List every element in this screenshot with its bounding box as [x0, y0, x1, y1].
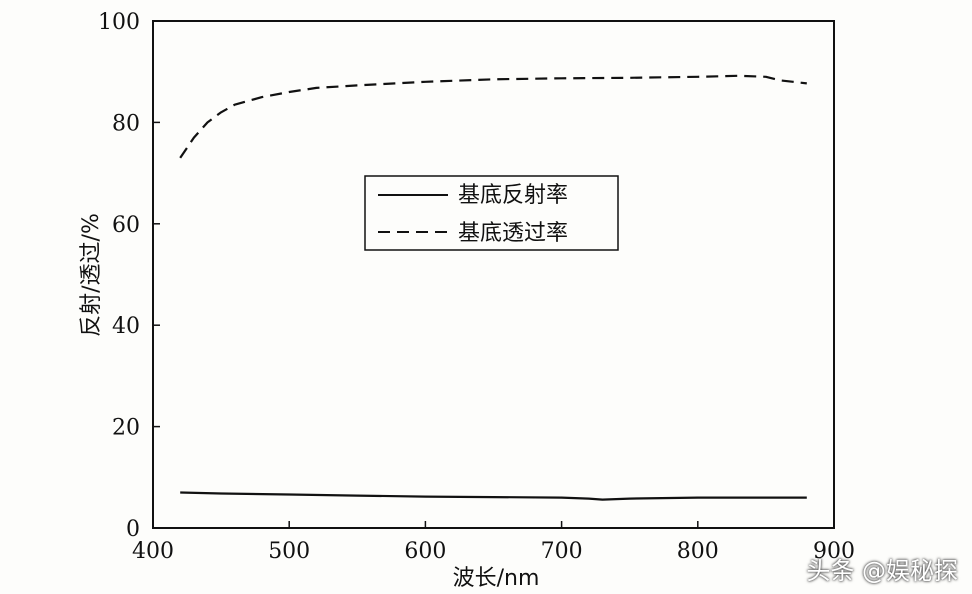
x-tick-label: 900	[813, 539, 855, 564]
y-axis-title: 反射/透过/%	[79, 213, 104, 337]
series-line-reflectance	[180, 491, 807, 501]
x-tick-label: 700	[541, 539, 583, 564]
legend-label-transmittance: 基底透过率	[458, 221, 568, 246]
legend-label-reflectance: 基底反射率	[458, 183, 568, 208]
plot-lines	[179, 74, 807, 501]
series-line-transmittance	[179, 74, 807, 159]
y-tick-label: 20	[112, 416, 140, 441]
y-tick-label: 60	[112, 213, 140, 238]
y-tick-label: 0	[126, 517, 140, 542]
legend-box	[364, 175, 619, 251]
x-tick-label: 600	[404, 539, 446, 564]
legend: 基底反射率 基底透过率	[364, 175, 619, 251]
x-axis: 400 500 600 700 800 900	[132, 521, 855, 564]
x-tick-label: 800	[677, 539, 719, 564]
plot-frame	[152, 20, 835, 529]
y-axis: 0 20 40 60 80 100	[98, 10, 160, 542]
watermark-text: 头条 @娱秘探	[806, 557, 958, 585]
y-tick-label: 100	[98, 10, 140, 35]
y-tick-label: 40	[112, 314, 140, 339]
x-tick-label: 400	[132, 539, 174, 564]
x-axis-title: 波长/nm	[453, 566, 540, 591]
x-tick-label: 500	[268, 539, 310, 564]
y-tick-label: 80	[112, 111, 140, 136]
